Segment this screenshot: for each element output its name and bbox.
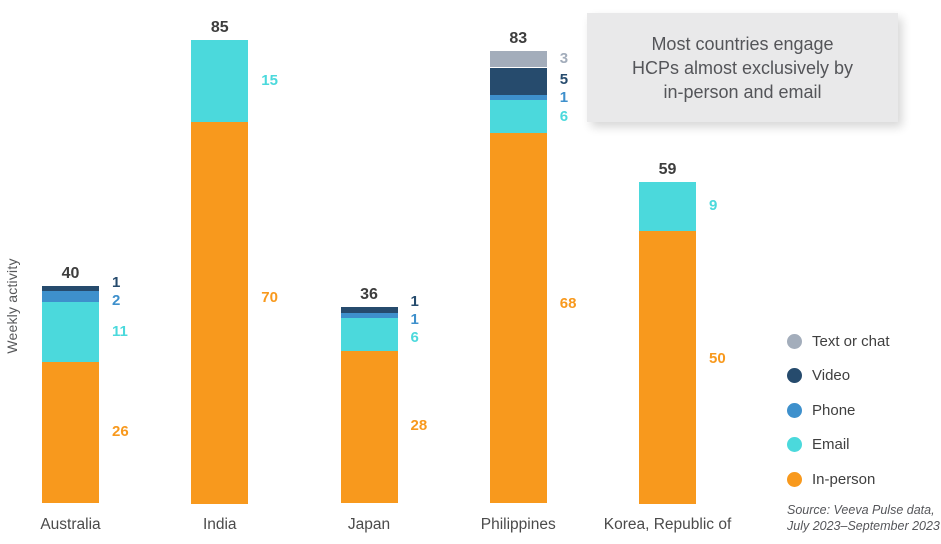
segment-value-label-japan: 28 [410, 417, 428, 435]
bar-total-label-korea-republic-of: 59 [658, 160, 677, 178]
segment-value-label-philippines: 6 [559, 107, 569, 125]
legend-swatch-icon-in-person [787, 471, 802, 487]
segment-value-label-india: 70 [261, 288, 278, 306]
title-line-1: Most countries engage [651, 33, 834, 54]
bar-segment-australia-video [42, 285, 99, 291]
source-line-2: July 2023–September 2023 [787, 518, 940, 533]
bar-segment-india-email [191, 40, 249, 122]
x-axis-label-japan: Japan [347, 516, 391, 533]
legend-swatch-icon-email [787, 437, 802, 452]
bar-segment-japan-video [340, 307, 398, 313]
legend-label-text-or-chat: Text or chat [812, 332, 890, 350]
bar-segment-australia-in-person [42, 361, 99, 504]
segment-value-label-australia: 2 [112, 292, 121, 310]
bar-segment-philippines-in-person [489, 132, 547, 504]
bar-segment-korea-republic-of-in-person [639, 231, 696, 504]
legend-label-email: Email [812, 436, 850, 453]
legend: Text or chat Video Phone Email In-person [787, 333, 890, 506]
segment-value-label-philippines: 5 [559, 71, 569, 89]
legend-swatch-icon-text-or-chat [787, 333, 802, 349]
bar-total-label-australia: 40 [61, 264, 80, 282]
legend-label-in-person: In-person [812, 470, 876, 488]
bar-segment-philippines-video [489, 67, 547, 95]
x-axis-label-korea-republic-of: Korea, Republic of [603, 516, 732, 533]
bar-segment-japan-email [340, 318, 398, 351]
legend-swatch-icon-phone [787, 402, 802, 418]
legend-item-email: Email [787, 436, 890, 453]
segment-value-label-philippines: 1 [559, 89, 569, 107]
segment-value-label-australia: 11 [112, 322, 128, 340]
bar-segment-korea-republic-of-email [639, 181, 696, 231]
bar-total-label-philippines: 83 [509, 30, 528, 48]
segment-value-label-philippines: 3 [559, 50, 569, 68]
segment-value-label-japan: 1 [410, 311, 419, 329]
source-line-1: Source: Veeva Pulse data, [787, 503, 935, 517]
x-axis-label-philippines: Philippines [480, 516, 556, 533]
legend-swatch-icon-video [787, 368, 802, 383]
segment-value-label-philippines: 68 [559, 294, 577, 312]
legend-item-text-or-chat: Text or chat [787, 332, 890, 350]
legend-item-video: Video [787, 367, 890, 384]
bar-segment-japan-in-person [340, 350, 398, 504]
bar-segment-philippines-phone [489, 94, 547, 101]
source-note: Source: Veeva Pulse data, July 2023–Sept… [787, 503, 940, 534]
title-line-3: in-person and email [663, 81, 822, 102]
segment-value-label-korea-republic-of: 9 [709, 197, 718, 215]
segment-value-label-australia: 1 [112, 274, 121, 292]
bar-segment-japan-phone [340, 312, 398, 319]
legend-label-phone: Phone [812, 401, 856, 419]
bar-segment-australia-phone [42, 290, 99, 302]
segment-value-label-korea-republic-of: 50 [709, 349, 726, 367]
x-axis-label-india: India [202, 516, 237, 533]
legend-label-video: Video [812, 367, 851, 384]
bar-segment-philippines-email [489, 100, 547, 133]
segment-value-label-japan: 6 [410, 329, 419, 347]
legend-item-phone: Phone [787, 401, 890, 419]
x-axis-label-australia: Australia [40, 516, 101, 533]
bar-segment-india-in-person [191, 122, 249, 504]
legend-item-in-person: In-person [787, 470, 890, 488]
segment-value-label-india: 15 [261, 72, 278, 90]
bar-total-label-india: 85 [210, 19, 229, 37]
bar-segment-philippines-text-or-chat [489, 51, 547, 68]
segment-value-label-japan: 1 [410, 293, 419, 311]
bar-segment-australia-email [42, 301, 99, 362]
bar-total-label-japan: 36 [360, 286, 378, 304]
title-line-2: HCPs almost exclusively by [631, 57, 854, 78]
segment-value-label-australia: 26 [112, 423, 129, 441]
title-box: Most countries engage HCPs almost exclus… [587, 13, 898, 122]
